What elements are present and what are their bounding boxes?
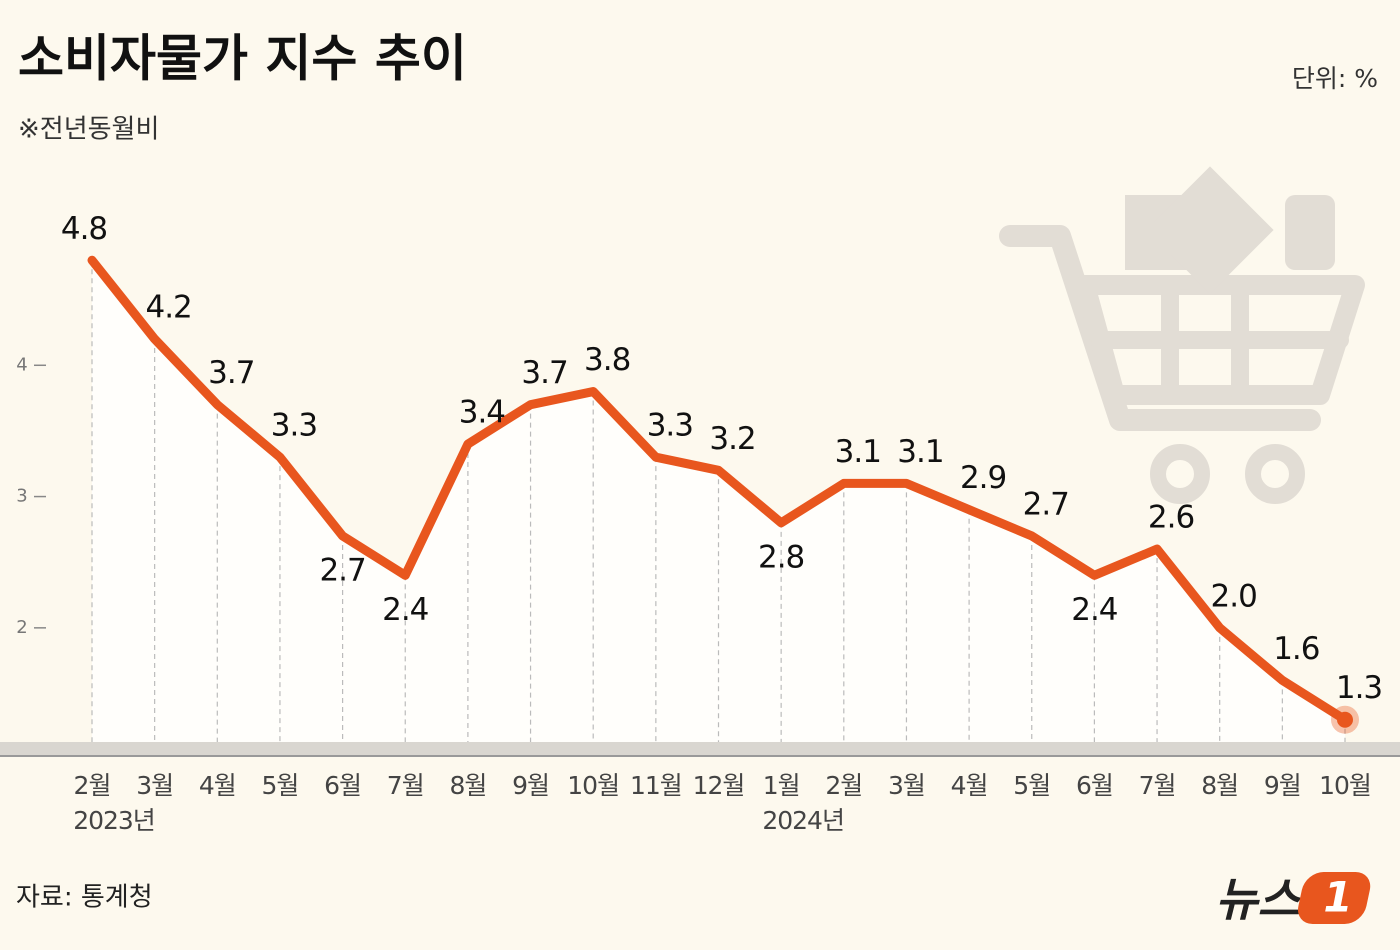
x-tick-label: 5월 xyxy=(261,771,298,800)
chart-title: 소비자물가 지수 추이 xyxy=(18,30,467,88)
value-label: 2.6 xyxy=(1148,500,1194,536)
logo-mark: 1 xyxy=(1323,873,1352,922)
x-tick-label: 8월 xyxy=(449,771,486,800)
x-tick-label: 2월 xyxy=(74,771,111,800)
value-label: 1.3 xyxy=(1336,670,1382,706)
y-tick-label: 2 xyxy=(16,617,27,638)
x-tick-label: 4월 xyxy=(951,771,988,800)
subtitle: ※전년동월비 xyxy=(18,115,159,145)
x-tick-label: 3월 xyxy=(888,771,925,800)
y-tick-label: 3 xyxy=(16,486,27,507)
logo-text: 뉴스 xyxy=(1215,873,1301,927)
value-label: 3.1 xyxy=(897,434,943,470)
value-label: 3.4 xyxy=(459,395,505,431)
value-label: 2.8 xyxy=(758,539,804,575)
value-label: 3.3 xyxy=(271,408,317,444)
value-label: 2.7 xyxy=(1023,486,1069,522)
value-label: 3.3 xyxy=(647,408,693,444)
x-tick-label: 1월 xyxy=(763,771,800,800)
x-tick-label: 10월 xyxy=(1319,771,1371,800)
source: 자료: 통계청 xyxy=(16,883,153,913)
x-tick-label: 3월 xyxy=(136,771,173,800)
year-label: 2024년 xyxy=(762,806,844,835)
x-tick-label: 7월 xyxy=(1139,771,1176,800)
unit: 단위: % xyxy=(1292,64,1378,93)
value-label: 4.2 xyxy=(145,290,191,326)
x-tick-label: 8월 xyxy=(1201,771,1238,800)
y-tick-label: 4 xyxy=(16,354,27,375)
value-label: 3.8 xyxy=(584,342,630,378)
value-label: 3.1 xyxy=(835,434,881,470)
cart-icon xyxy=(999,225,1365,504)
value-label: 2.4 xyxy=(1071,592,1117,628)
value-label: 3.2 xyxy=(709,421,755,457)
x-tick-label: 6월 xyxy=(1076,771,1113,800)
value-label: 3.7 xyxy=(208,355,254,391)
x-tick-label: 9월 xyxy=(1264,771,1301,800)
value-label: 2.9 xyxy=(960,460,1006,496)
x-tick-label: 11월 xyxy=(630,771,682,800)
value-label: 3.7 xyxy=(521,355,567,391)
x-tick-label: 10월 xyxy=(567,771,619,800)
value-label: 1.6 xyxy=(1273,631,1319,667)
x-tick-label: 7월 xyxy=(387,771,424,800)
x-tick-label: 5월 xyxy=(1013,771,1050,800)
value-label: 2.4 xyxy=(382,592,428,628)
line xyxy=(87,255,1350,725)
x-tick-label: 9월 xyxy=(512,771,549,800)
x-tick-label: 6월 xyxy=(324,771,361,800)
value-label: 4.8 xyxy=(61,211,107,247)
value-label: 2.0 xyxy=(1211,578,1257,614)
x-tick-label: 2월 xyxy=(825,771,862,800)
x-tick-label: 12월 xyxy=(693,771,745,800)
end-point xyxy=(1337,711,1353,728)
year-label: 2023년 xyxy=(73,806,155,835)
logo-badge xyxy=(1298,872,1371,924)
value-label: 2.7 xyxy=(319,552,365,588)
baseline-band xyxy=(0,742,1400,756)
x-tick-label: 4월 xyxy=(199,771,236,800)
